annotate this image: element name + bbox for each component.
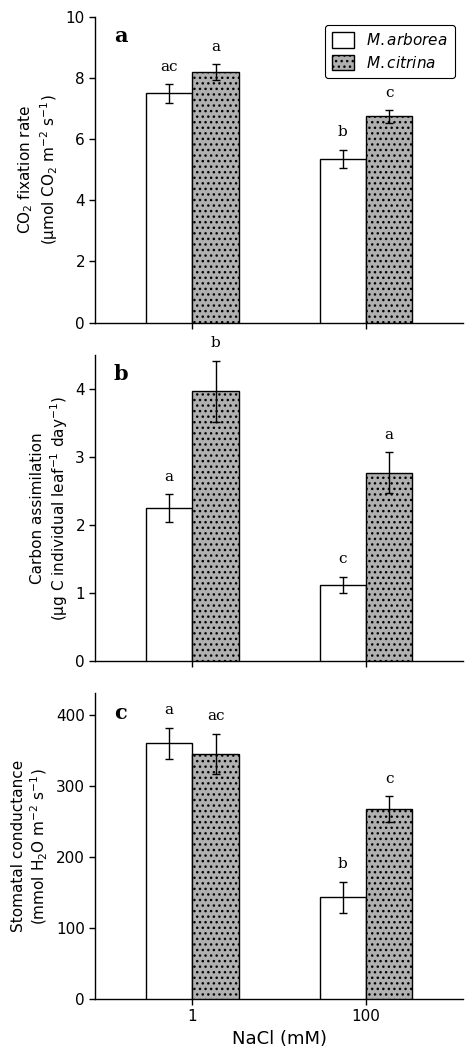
- Legend: $\it{M. arborea}$, $\it{M. citrina}$: $\it{M. arborea}$, $\it{M. citrina}$: [325, 24, 455, 78]
- Y-axis label: CO$_2$ fixation rate
(μmol CO$_2$ m$^{-2}$ s$^{-1}$): CO$_2$ fixation rate (μmol CO$_2$ m$^{-2…: [17, 94, 60, 246]
- Bar: [146, 508, 192, 661]
- Bar: [319, 159, 366, 323]
- Text: c: c: [338, 552, 347, 566]
- X-axis label: NaCl (mM): NaCl (mM): [232, 1030, 327, 1048]
- Y-axis label: Stomatal conductance
(mmol H$_2$O m$^{-2}$ s$^{-1}$): Stomatal conductance (mmol H$_2$O m$^{-2…: [11, 760, 51, 932]
- Bar: [319, 897, 366, 999]
- Text: ac: ac: [207, 710, 224, 723]
- Text: b: b: [338, 125, 348, 140]
- Text: b: b: [210, 336, 220, 351]
- Bar: [366, 116, 412, 323]
- Bar: [192, 391, 239, 661]
- Bar: [146, 743, 192, 999]
- Text: a: a: [114, 26, 128, 47]
- Text: a: a: [165, 703, 174, 717]
- Text: c: c: [114, 702, 127, 722]
- Bar: [146, 93, 192, 323]
- Text: c: c: [385, 86, 393, 100]
- Y-axis label: Carbon assimilation
(μg C individual leaf$^{-1}$ day$^{-1}$): Carbon assimilation (μg C individual lea…: [30, 395, 70, 621]
- Text: a: a: [165, 470, 174, 484]
- Text: a: a: [211, 40, 220, 54]
- Text: a: a: [384, 428, 393, 442]
- Text: ac: ac: [161, 59, 178, 74]
- Bar: [319, 585, 366, 661]
- Bar: [366, 472, 412, 661]
- Bar: [366, 809, 412, 999]
- Bar: [192, 72, 239, 323]
- Text: c: c: [385, 772, 393, 786]
- Text: b: b: [114, 364, 128, 384]
- Bar: [192, 754, 239, 999]
- Text: b: b: [338, 857, 348, 870]
